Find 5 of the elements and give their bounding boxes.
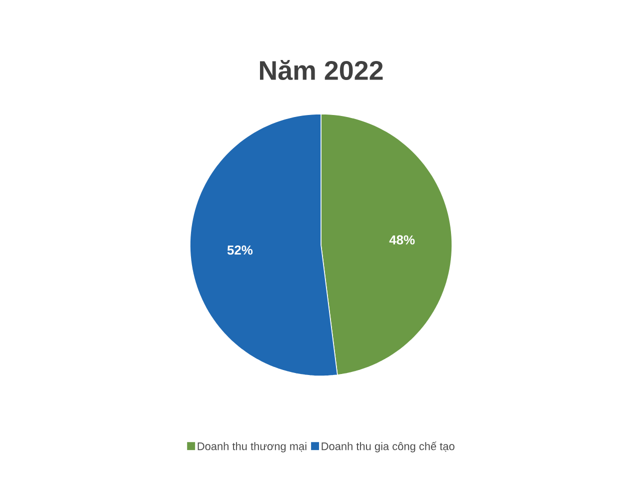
- legend-label: Doanh thu thương mại: [198, 442, 306, 452]
- legend-label: Doanh thu gia công chế tạo: [322, 442, 454, 452]
- chart-title: Năm 2022: [260, 60, 383, 80]
- data-label: 48%: [389, 235, 415, 244]
- data-label: 52%: [227, 246, 253, 255]
